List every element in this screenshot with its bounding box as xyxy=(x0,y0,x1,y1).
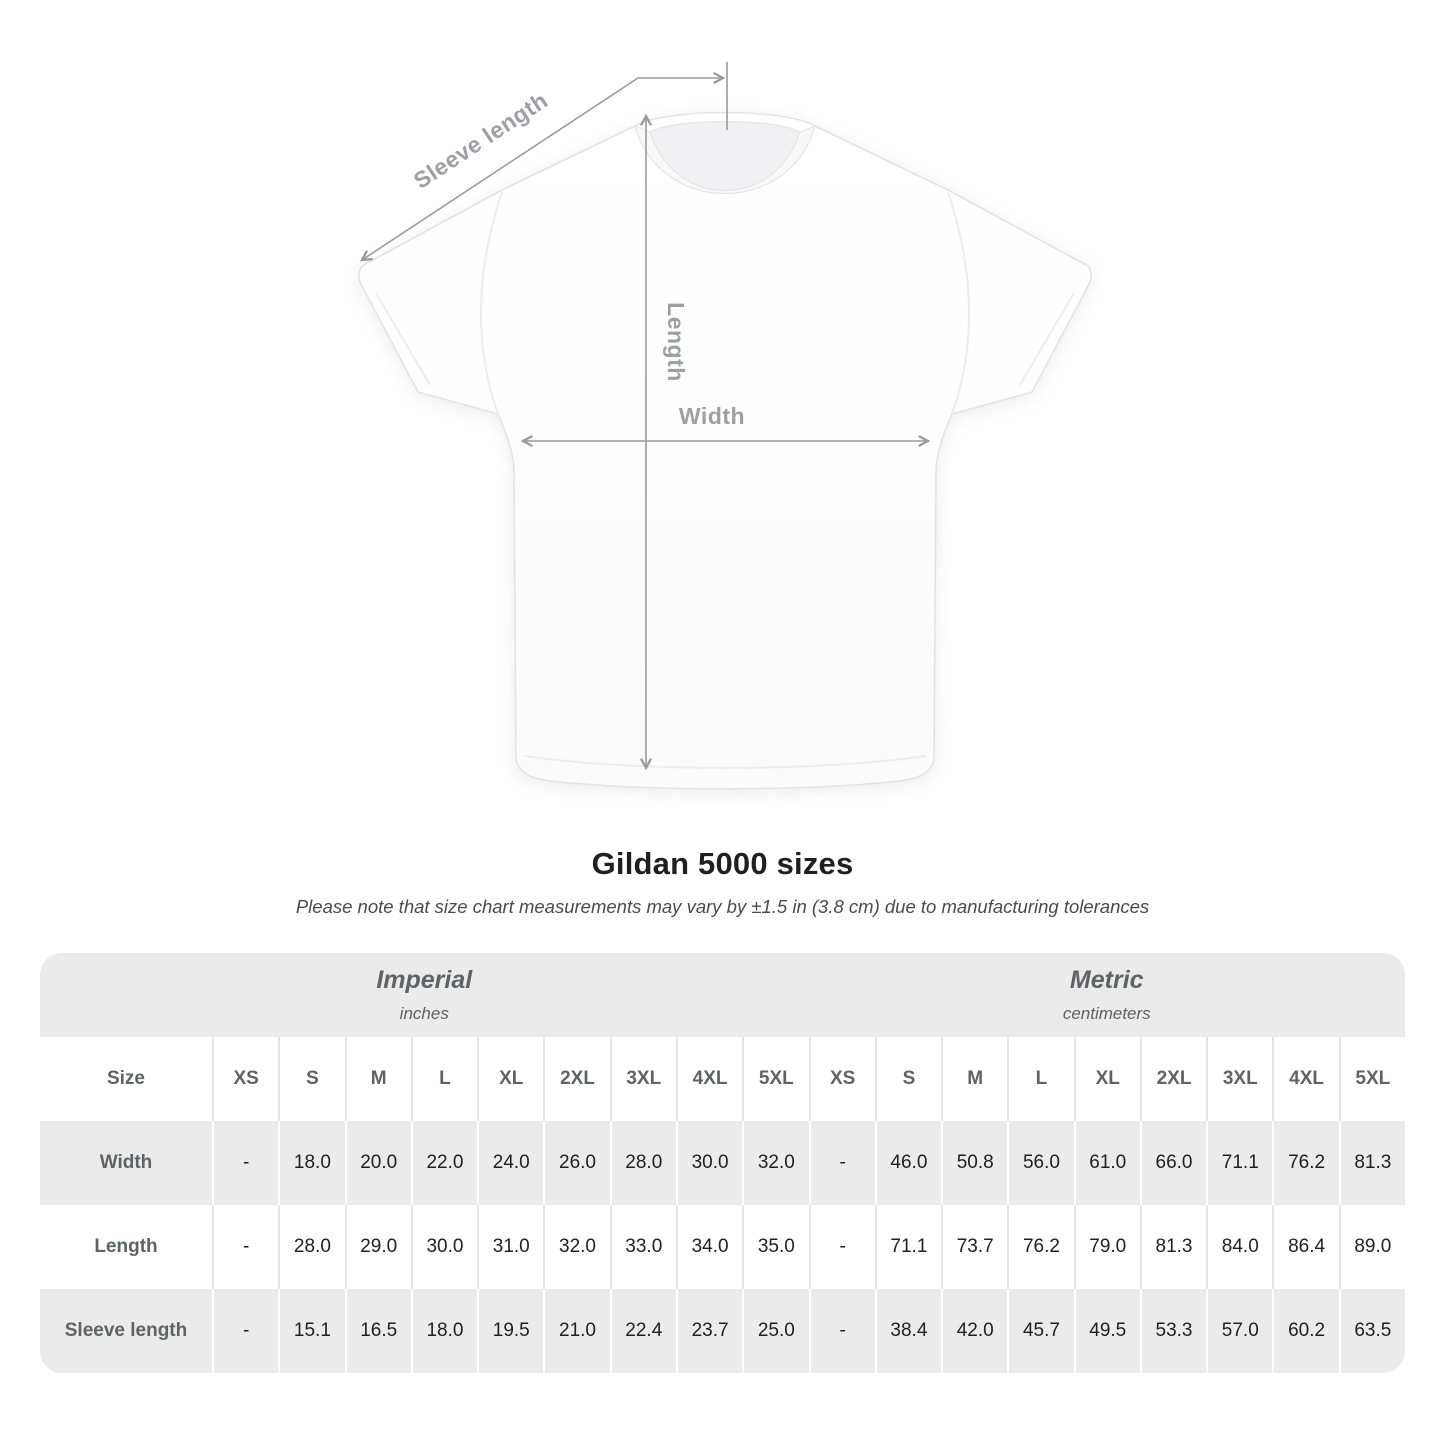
size-table: Imperial inches Metric centimeters Size XS S M L… xyxy=(40,953,1405,1373)
value-cell-metric: 42.0 xyxy=(941,1289,1008,1373)
column-header-l: L xyxy=(1007,1037,1074,1121)
value-cell-metric: 63.5 xyxy=(1338,1289,1405,1373)
column-header-m: M xyxy=(344,1037,411,1121)
column-header-4xl: 4XL xyxy=(1272,1037,1339,1121)
heading-block: Gildan 5000 sizes Please note that size … xyxy=(0,846,1445,918)
column-header-xl: XL xyxy=(477,1037,544,1121)
value-cell-imperial: 16.5 xyxy=(344,1289,411,1373)
value-cell-imperial: 30.0 xyxy=(675,1121,743,1205)
value-cell-imperial: 26.0 xyxy=(543,1121,610,1205)
column-header-xs: XS xyxy=(808,1037,875,1121)
value-cell-metric: 73.7 xyxy=(941,1205,1008,1289)
table-row: Sleeve length -15.1 16.5 18.0 19.5 21.0 22.4 23… xyxy=(40,1289,1405,1373)
value-cell-metric: 81.3 xyxy=(1338,1121,1405,1205)
column-header-l: L xyxy=(410,1037,478,1121)
value-cell-metric: 66.0 xyxy=(1139,1121,1207,1205)
page-title: Gildan 5000 sizes xyxy=(591,846,854,881)
value-cell-metric: 86.4 xyxy=(1272,1205,1339,1289)
column-header-5xl: 5XL xyxy=(742,1037,809,1121)
value-cell-metric: 49.5 xyxy=(1073,1289,1140,1373)
value-cell-imperial: 15.1 xyxy=(278,1289,345,1373)
value-cell-metric: - xyxy=(808,1205,875,1289)
unit-band-row: Imperial inches Metric centimeters xyxy=(40,953,1405,1037)
value-cell-metric: 38.4 xyxy=(874,1289,942,1373)
column-header-xl: XL xyxy=(1073,1037,1140,1121)
unit-group-title: Metric xyxy=(1069,966,1144,994)
row-label: Sleeve length xyxy=(40,1289,212,1373)
value-cell-metric: 71.1 xyxy=(1206,1121,1273,1205)
value-cell-imperial: - xyxy=(212,1289,279,1373)
value-cell-metric: 53.3 xyxy=(1139,1289,1207,1373)
value-cell-imperial: 32.0 xyxy=(742,1121,809,1205)
value-cell-metric: 50.8 xyxy=(941,1121,1008,1205)
value-cell-metric: 61.0 xyxy=(1073,1121,1140,1205)
value-cell-imperial: 22.4 xyxy=(609,1289,676,1373)
size-header-row: Size XS S M L XL 2XL 3XL 4XL 5XL XS S M L XL 2XL 3XL 4XL 5… xyxy=(40,1037,1405,1121)
tshirt-illustration xyxy=(358,111,1092,790)
column-header-2xl: 2XL xyxy=(543,1037,610,1121)
value-cell-imperial: 33.0 xyxy=(609,1205,676,1289)
value-cell-metric: 57.0 xyxy=(1206,1289,1273,1373)
value-cell-imperial: 31.0 xyxy=(477,1205,544,1289)
unit-group-metric: Metric centimeters xyxy=(808,953,1405,1037)
table-row: Length -28.0 29.0 30.0 31.0 32.0 33.0 34.0 35.0-… xyxy=(40,1205,1405,1289)
column-header-xs: XS xyxy=(212,1037,279,1121)
length-label: Length xyxy=(663,302,689,382)
value-cell-imperial: 18.0 xyxy=(278,1121,345,1205)
value-cell-imperial: 22.0 xyxy=(410,1121,478,1205)
column-header-3xl: 3XL xyxy=(609,1037,676,1121)
value-cell-metric: 46.0 xyxy=(874,1121,942,1205)
column-header-5xl: 5XL xyxy=(1338,1037,1405,1121)
value-cell-imperial: 25.0 xyxy=(742,1289,809,1373)
unit-group-unit: inches xyxy=(399,1004,449,1023)
value-cell-imperial: 30.0 xyxy=(410,1205,478,1289)
value-cell-imperial: 21.0 xyxy=(543,1289,610,1373)
value-cell-imperial: - xyxy=(212,1205,279,1289)
value-cell-imperial: 32.0 xyxy=(543,1205,610,1289)
value-cell-metric: 76.2 xyxy=(1272,1121,1339,1205)
width-label: Width xyxy=(679,403,745,429)
column-header-4xl: 4XL xyxy=(675,1037,743,1121)
size-header-label: Size xyxy=(40,1037,212,1121)
value-cell-imperial: - xyxy=(212,1121,279,1205)
value-cell-imperial: 35.0 xyxy=(742,1205,809,1289)
tolerance-note: Please note that size chart measurements… xyxy=(295,896,1150,917)
table-row: Width -18.0 20.0 22.0 24.0 26.0 28.0 30.0 32.0-4… xyxy=(40,1121,1405,1205)
unit-group-imperial: Imperial inches xyxy=(40,953,809,1037)
value-cell-imperial: 19.5 xyxy=(477,1289,544,1373)
row-label: Width xyxy=(40,1121,212,1205)
row-label: Length xyxy=(40,1205,212,1289)
value-cell-metric: - xyxy=(808,1121,875,1205)
value-cell-metric: 71.1 xyxy=(874,1205,942,1289)
value-cell-imperial: 18.0 xyxy=(410,1289,478,1373)
value-cell-metric: 89.0 xyxy=(1338,1205,1405,1289)
value-cell-metric: 84.0 xyxy=(1206,1205,1273,1289)
unit-group-unit: centimeters xyxy=(1062,1004,1151,1023)
value-cell-imperial: 23.7 xyxy=(675,1289,743,1373)
value-cell-imperial: 34.0 xyxy=(675,1205,743,1289)
value-cell-imperial: 24.0 xyxy=(477,1121,544,1205)
value-cell-metric: 76.2 xyxy=(1007,1205,1074,1289)
sleeve-length-arrow xyxy=(359,71,726,262)
value-cell-metric: - xyxy=(808,1289,875,1373)
value-cell-imperial: 29.0 xyxy=(344,1205,411,1289)
column-header-2xl: 2XL xyxy=(1139,1037,1207,1121)
unit-group-title: Imperial xyxy=(376,966,473,994)
column-header-s: S xyxy=(874,1037,942,1121)
column-header-3xl: 3XL xyxy=(1206,1037,1273,1121)
tshirt-measurement-diagram: Sleeve length Length Width xyxy=(358,62,1092,790)
column-header-m: M xyxy=(941,1037,1008,1121)
value-cell-metric: 79.0 xyxy=(1073,1205,1140,1289)
value-cell-imperial: 28.0 xyxy=(278,1205,345,1289)
value-cell-metric: 56.0 xyxy=(1007,1121,1074,1205)
value-cell-imperial: 28.0 xyxy=(609,1121,676,1205)
value-cell-imperial: 20.0 xyxy=(344,1121,411,1205)
column-header-s: S xyxy=(278,1037,345,1121)
value-cell-metric: 81.3 xyxy=(1139,1205,1207,1289)
value-cell-metric: 60.2 xyxy=(1272,1289,1339,1373)
value-cell-metric: 45.7 xyxy=(1007,1289,1074,1373)
